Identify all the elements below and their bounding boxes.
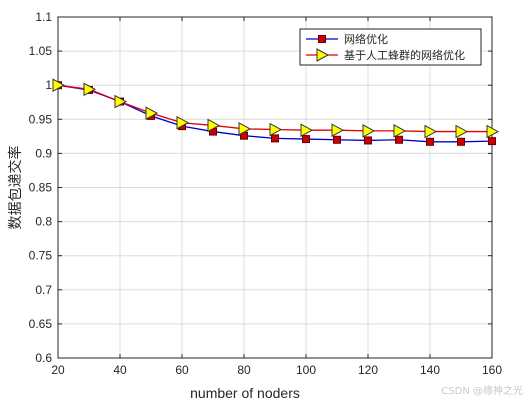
series-2-point xyxy=(300,123,314,138)
x-tick-label: 160 xyxy=(482,363,502,377)
y-tick-label: 0.95 xyxy=(29,112,53,126)
legend-entry: 基于人工蜂群的网络优化 xyxy=(344,48,465,62)
y-tick-label: 0.75 xyxy=(29,249,53,263)
x-tick-label: 140 xyxy=(420,363,440,377)
legend-marker xyxy=(316,48,330,62)
series-1-point xyxy=(271,134,279,143)
series-2-point xyxy=(238,122,252,136)
series-1-point xyxy=(426,137,434,146)
x-axis-label: number of noders xyxy=(190,385,300,401)
y-tick-label: 0.9 xyxy=(35,146,52,160)
legend-entry: 网络优化 xyxy=(344,32,388,46)
series-2-point xyxy=(455,124,469,139)
series-2-point xyxy=(176,115,190,130)
series-2-point xyxy=(207,118,221,133)
y-tick-label: 0.6 xyxy=(35,351,52,365)
y-tick-label: 0.8 xyxy=(35,215,52,229)
y-tick-label: 1.1 xyxy=(35,10,52,24)
series-1-point xyxy=(488,137,496,146)
x-tick-label: 100 xyxy=(296,363,316,377)
legend-marker xyxy=(318,35,326,43)
series-2-point xyxy=(331,123,345,138)
series-2-point xyxy=(145,106,159,121)
y-tick-label: 0.7 xyxy=(35,283,52,297)
series-2-point xyxy=(424,124,438,139)
legend-box xyxy=(299,28,482,66)
series-1-point xyxy=(333,135,341,144)
series-2-point xyxy=(52,78,66,93)
x-tick-label: 80 xyxy=(237,363,251,377)
series-2-point xyxy=(362,124,376,138)
y-tick-label: 0.65 xyxy=(29,317,53,331)
x-tick-label: 60 xyxy=(175,363,189,377)
watermark: CSDN @缘神之光 xyxy=(441,386,523,397)
series-1-point xyxy=(364,136,372,145)
y-tick-label: 0.85 xyxy=(29,181,53,195)
series-2-point xyxy=(114,94,128,109)
series-2-point xyxy=(393,124,407,138)
y-axis-label: 数据包递交率 xyxy=(7,146,24,230)
series-1-point xyxy=(302,135,310,144)
x-tick-label: 20 xyxy=(51,363,65,377)
series-1-point xyxy=(457,137,465,146)
series-2-point xyxy=(486,124,500,139)
x-tick-label: 120 xyxy=(358,363,378,377)
y-tick-label: 1.05 xyxy=(29,44,53,58)
y-tick-label: 1 xyxy=(45,78,52,92)
series-1-point xyxy=(395,135,403,144)
series-2-point xyxy=(83,82,97,97)
series-2-point xyxy=(269,122,283,137)
x-tick-label: 40 xyxy=(113,363,127,377)
